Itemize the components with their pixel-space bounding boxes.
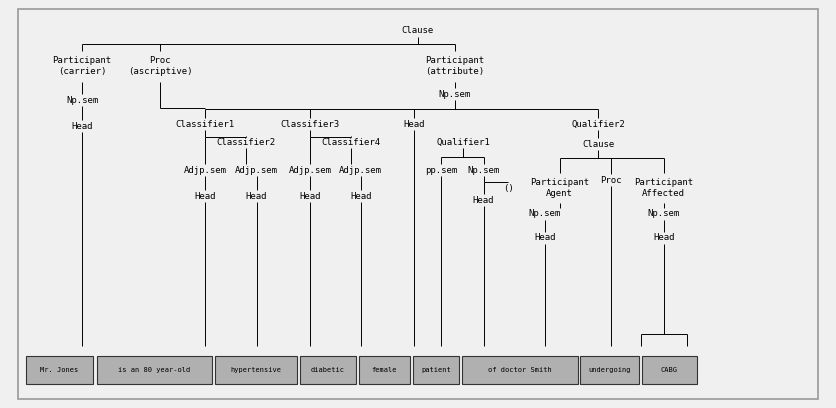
Text: patient: patient <box>421 367 451 373</box>
Text: Mr. Jones: Mr. Jones <box>40 367 79 373</box>
Text: Classifier1: Classifier1 <box>176 120 235 129</box>
Text: Head: Head <box>71 122 93 131</box>
Text: female: female <box>372 367 397 373</box>
Text: Np.sem: Np.sem <box>467 166 500 175</box>
Text: Classifier3: Classifier3 <box>280 120 339 129</box>
Text: Proc: Proc <box>599 175 621 184</box>
Text: Participant
Agent: Participant Agent <box>530 178 589 198</box>
Text: Np.sem: Np.sem <box>529 209 561 219</box>
Text: of doctor Smith: of doctor Smith <box>488 367 552 373</box>
Text: Clause: Clause <box>582 140 614 149</box>
FancyBboxPatch shape <box>580 356 640 384</box>
Text: Head: Head <box>653 233 675 242</box>
Text: Classifier2: Classifier2 <box>217 137 276 146</box>
Text: Head: Head <box>403 120 425 129</box>
Text: is an 80 year-old: is an 80 year-old <box>118 367 191 373</box>
Text: CABG: CABG <box>660 367 678 373</box>
FancyBboxPatch shape <box>27 356 93 384</box>
Text: Np.sem: Np.sem <box>648 209 680 219</box>
FancyBboxPatch shape <box>300 356 356 384</box>
Text: Qualifier1: Qualifier1 <box>436 137 490 146</box>
Text: Np.sem: Np.sem <box>439 89 471 99</box>
FancyBboxPatch shape <box>97 356 212 384</box>
Text: Adjp.sem: Adjp.sem <box>339 166 382 175</box>
Text: Head: Head <box>534 233 556 242</box>
FancyBboxPatch shape <box>359 356 410 384</box>
FancyBboxPatch shape <box>413 356 459 384</box>
Text: diabetic: diabetic <box>311 367 345 373</box>
Text: undergoing: undergoing <box>589 367 631 373</box>
Text: Head: Head <box>299 191 320 200</box>
Text: Participant
(attribute): Participant (attribute) <box>426 56 484 76</box>
Text: Adjp.sem: Adjp.sem <box>288 166 331 175</box>
Text: (): () <box>502 184 513 193</box>
Text: Np.sem: Np.sem <box>66 95 98 104</box>
Text: Clause: Clause <box>402 26 434 35</box>
FancyBboxPatch shape <box>642 356 696 384</box>
FancyBboxPatch shape <box>462 356 578 384</box>
Text: Adjp.sem: Adjp.sem <box>183 166 227 175</box>
Text: hypertensive: hypertensive <box>230 367 281 373</box>
Text: Classifier4: Classifier4 <box>321 137 380 146</box>
Text: Head: Head <box>246 191 268 200</box>
FancyBboxPatch shape <box>215 356 297 384</box>
Text: Head: Head <box>473 195 494 204</box>
Text: Adjp.sem: Adjp.sem <box>235 166 278 175</box>
Text: Participant
(carrier): Participant (carrier) <box>53 56 112 76</box>
Text: Head: Head <box>194 191 216 200</box>
Text: Qualifier2: Qualifier2 <box>571 120 625 129</box>
Text: pp.sem: pp.sem <box>425 166 457 175</box>
Text: Participant
Affected: Participant Affected <box>635 178 693 198</box>
Text: Head: Head <box>350 191 371 200</box>
Text: Proc
(ascriptive): Proc (ascriptive) <box>128 56 192 76</box>
